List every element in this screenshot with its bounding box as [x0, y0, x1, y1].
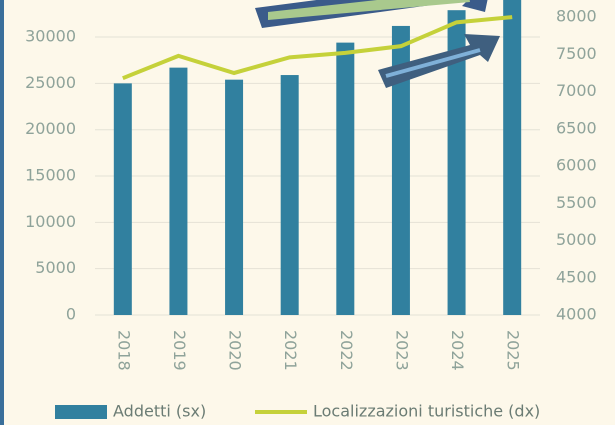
plot: 0 5000 10000 15000 20000 25000 30000 4000 4500 50… — [25, 0, 597, 371]
arrow-fill — [268, 0, 470, 20]
bar — [503, 0, 522, 315]
legend-label: Addetti (sx) — [113, 402, 206, 421]
bar — [391, 25, 410, 316]
y2-tick-label: 7000 — [556, 81, 597, 100]
bar — [447, 10, 466, 316]
y-tick-label: 15000 — [25, 166, 76, 185]
y-tick-label: 0 — [66, 305, 76, 324]
y2-tick-label: 6000 — [556, 156, 597, 175]
y-tick-label: 30000 — [25, 27, 76, 46]
y2-tick-label: 5500 — [556, 193, 597, 212]
bar — [280, 75, 299, 315]
bar — [225, 79, 244, 315]
x-tick-label: 2025 — [504, 330, 523, 371]
x-tick-label: 2024 — [448, 330, 467, 371]
y2-tick-label: 4500 — [556, 267, 597, 286]
x-tick-label: 2023 — [392, 330, 411, 371]
arrow-decoration — [255, 0, 488, 28]
y-tick-label: 25000 — [25, 73, 76, 92]
y2-tick-label: 5000 — [556, 230, 597, 249]
legend-swatch — [55, 405, 107, 419]
x-tick-label: 2018 — [114, 330, 133, 371]
y-tick-label: 5000 — [35, 258, 76, 277]
y2-tick-label: 7500 — [556, 44, 597, 63]
bar — [113, 83, 132, 315]
line — [122, 15, 513, 81]
x-tick-label: 2021 — [281, 330, 300, 371]
y-tick-label: 20000 — [25, 119, 76, 138]
x-tick-label: 2020 — [226, 330, 245, 371]
bar — [336, 42, 355, 315]
arrow-fill — [385, 48, 481, 78]
left-border — [0, 0, 4, 425]
x-tick-label: 2022 — [337, 330, 356, 371]
bar — [169, 67, 188, 315]
y-tick-label: 10000 — [25, 212, 76, 231]
y2-tick-label: 4000 — [556, 305, 597, 324]
y2-tick-label: 8000 — [556, 7, 597, 26]
y2-tick-label: 6500 — [556, 118, 597, 137]
legend-label: Localizzazioni turistiche (dx) — [313, 402, 540, 421]
x-tick-label: 2019 — [170, 330, 189, 371]
